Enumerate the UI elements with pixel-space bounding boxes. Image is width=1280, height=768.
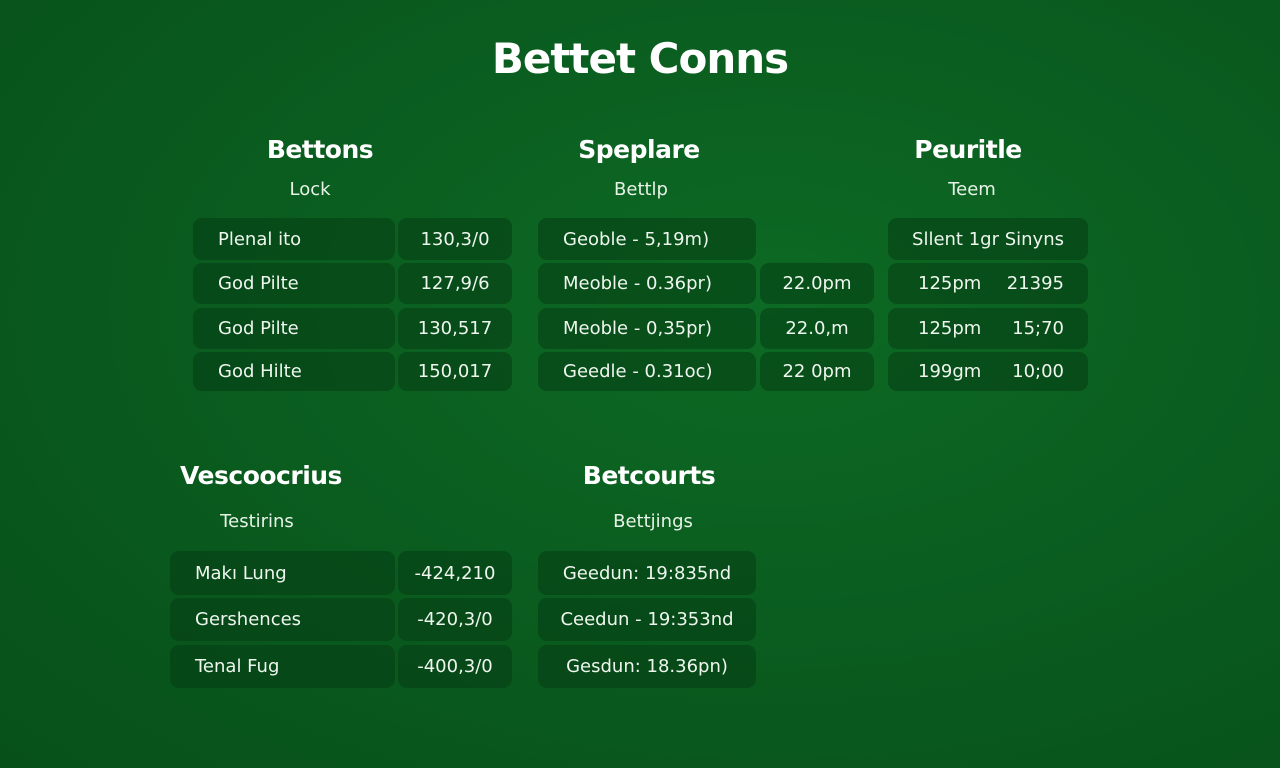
- page-title: Bettet Conns: [491, 34, 789, 83]
- team-time: 125pm: [918, 318, 982, 339]
- bet-odds-cell[interactable]: 127,9/6: [398, 263, 512, 304]
- bet-time-cell[interactable]: 22 0pm: [760, 352, 874, 391]
- section-subheading: Bettjings: [613, 511, 693, 532]
- section-subheading: Testirins: [220, 511, 294, 532]
- team-value: 21395: [1006, 273, 1064, 294]
- bet-odds-cell[interactable]: -420,3/0: [398, 598, 512, 641]
- bet-name-cell[interactable]: Plenal ito: [193, 218, 395, 260]
- bet-time-cell[interactable]: 22.0,m: [760, 308, 874, 349]
- bet-name-cell[interactable]: Tenal Fug: [170, 645, 395, 688]
- team-time: 199gm: [918, 361, 982, 382]
- section-subheading: Bettlp: [614, 179, 668, 200]
- bet-odds-cell[interactable]: 150,017: [398, 352, 512, 391]
- bet-odds-cell[interactable]: -400,3/0: [398, 645, 512, 688]
- bet-schedule-cell[interactable]: Geedun: 19:835nd: [538, 551, 756, 595]
- bet-name-cell[interactable]: Geedle - 0.31oc): [538, 352, 756, 391]
- section-heading: Peuritle: [914, 135, 1022, 164]
- bet-name-cell[interactable]: God Pilte: [193, 308, 395, 349]
- bet-name-cell[interactable]: God Pilte: [193, 263, 395, 304]
- section-heading: Vescoocrius: [180, 461, 342, 490]
- section-heading: Speplare: [578, 135, 700, 164]
- section-heading: Bettons: [266, 135, 374, 164]
- team-row[interactable]: 125pm 21395: [888, 263, 1088, 304]
- bet-schedule-cell[interactable]: Gesdun: 18.36pn): [538, 645, 756, 688]
- bet-name-cell[interactable]: Geoble - 5,19m): [538, 218, 756, 260]
- section-subheading: Teem: [948, 179, 996, 200]
- bet-time-cell[interactable]: 22.0pm: [760, 263, 874, 304]
- bet-name-cell[interactable]: Makı Lung: [170, 551, 395, 595]
- bet-name-cell[interactable]: Gershences: [170, 598, 395, 641]
- section-subheading: Lock: [289, 179, 331, 200]
- bet-name-cell[interactable]: Meoble - 0,35pr): [538, 308, 756, 349]
- team-value: 15;70: [1012, 318, 1064, 339]
- team-row[interactable]: 199gm 10;00: [888, 352, 1088, 391]
- bet-name-cell[interactable]: Meoble - 0.36pr): [538, 263, 756, 304]
- section-heading: Betcourts: [582, 461, 716, 490]
- team-time: 125pm: [918, 273, 982, 294]
- bet-odds-cell[interactable]: -424,210: [398, 551, 512, 595]
- bet-odds-cell[interactable]: 130,3/0: [398, 218, 512, 260]
- team-header-cell[interactable]: Sllent 1gr Sinyns: [888, 218, 1088, 260]
- bet-name-cell[interactable]: God Hilte: [193, 352, 395, 391]
- team-row[interactable]: 125pm 15;70: [888, 308, 1088, 349]
- bet-odds-cell[interactable]: 130,517: [398, 308, 512, 349]
- team-value: 10;00: [1012, 361, 1064, 382]
- bet-schedule-cell[interactable]: Ceedun - 19:353nd: [538, 598, 756, 641]
